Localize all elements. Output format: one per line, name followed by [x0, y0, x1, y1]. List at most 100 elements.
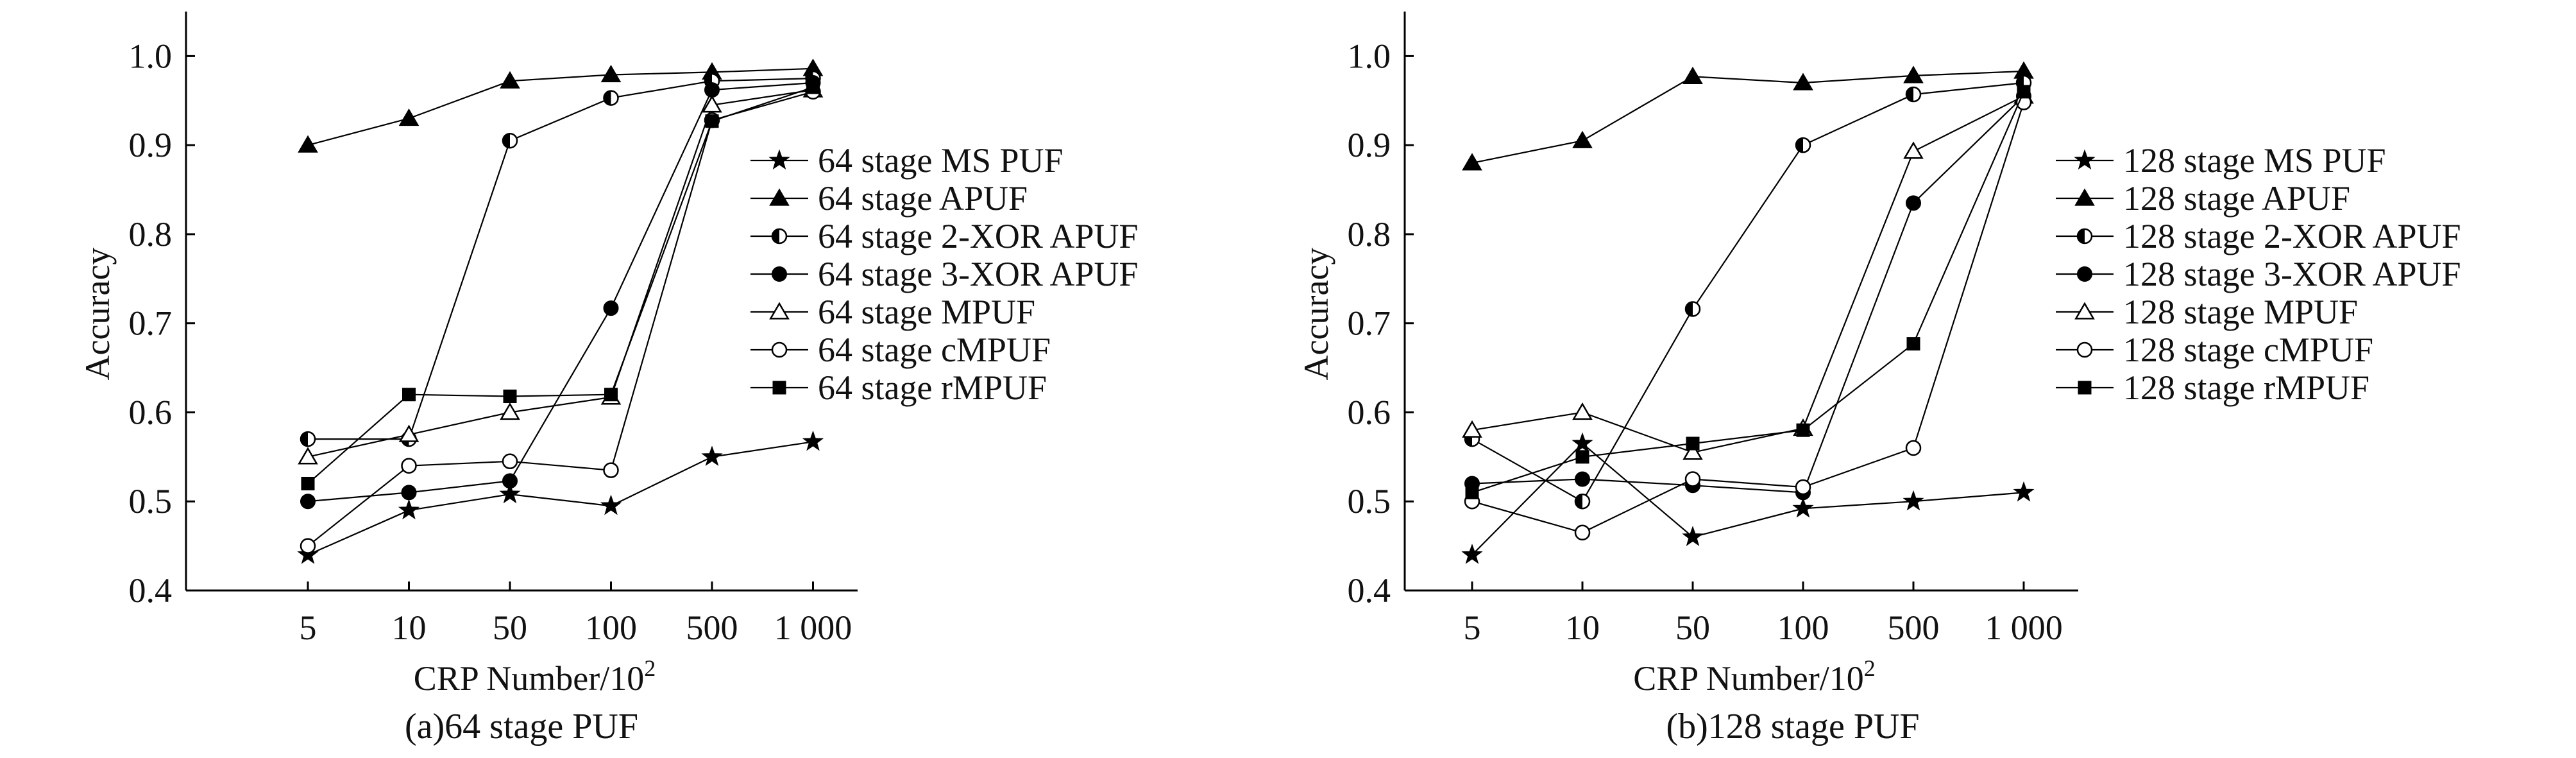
legend-item: 128 stage MS PUF — [2056, 141, 2386, 180]
legend-marker — [2076, 341, 2093, 358]
chart-panel-2: 0.4 0.5 0.6 0.7 0.8 0.9 1.0 5 10 50 100 500 1 000 CRP… — [1297, 12, 2461, 746]
data-point — [499, 483, 521, 504]
x-tick-label: 5 — [300, 608, 317, 647]
data-point — [600, 65, 622, 83]
data-point — [502, 473, 518, 489]
panel-caption: (a)64 stage PUF — [405, 707, 638, 746]
series-2 — [1462, 61, 2034, 171]
legend-marker — [2074, 302, 2095, 320]
data-point — [1792, 497, 1814, 518]
y-tick-label: 1.0 — [1348, 37, 1391, 75]
legend-item: 64 stage MPUF — [750, 293, 1035, 331]
y-tick-label: 0.9 — [129, 126, 173, 164]
series-line — [307, 89, 813, 458]
legend-label: 64 stage APUF — [818, 179, 1028, 218]
data-point — [1465, 485, 1479, 499]
series-4 — [300, 75, 821, 510]
data-point — [1572, 402, 1593, 420]
data-point — [1682, 526, 1704, 546]
y-tick-label: 1.0 — [129, 37, 173, 75]
x-tick-label: 100 — [585, 608, 637, 647]
legend-label: 64 stage 2-XOR APUF — [818, 217, 1139, 255]
data-point — [1793, 73, 1813, 90]
legend-marker — [772, 381, 786, 395]
chart-panel-1: 0.4 0.5 0.6 0.7 0.8 0.9 1.0 5 10 50 100 500 1 000 CRP… — [78, 12, 1139, 746]
data-point — [398, 499, 420, 520]
x-tick-label: 10 — [392, 608, 427, 647]
y-axis-title: Accuracy — [1297, 248, 1335, 381]
data-point — [2017, 85, 2031, 99]
x-tick-label: 50 — [493, 608, 527, 647]
series-3 — [1464, 74, 2032, 510]
x-axis-title-superscript: 2 — [644, 655, 656, 681]
data-point — [1796, 423, 1810, 437]
data-point — [298, 447, 318, 465]
data-point — [298, 135, 318, 153]
series-6 — [1464, 94, 2032, 541]
y-tick-label: 0.7 — [1348, 304, 1391, 343]
data-point — [300, 431, 316, 447]
legend-label: 128 stage cMPUF — [2123, 331, 2373, 369]
legend-marker — [769, 188, 790, 206]
x-tick-label: 5 — [1464, 608, 1481, 647]
series-line — [1471, 82, 2024, 503]
data-point — [398, 108, 419, 126]
series-line — [1471, 91, 2025, 494]
legend-marker — [2076, 228, 2093, 245]
data-point — [1906, 337, 1920, 351]
legend-label: 128 stage 2-XOR APUF — [2123, 217, 2461, 255]
data-point — [1574, 524, 1591, 541]
x-tick-label: 1 000 — [1985, 608, 2063, 647]
data-point — [600, 494, 622, 515]
legend-marker — [2078, 381, 2092, 395]
data-point — [502, 453, 518, 470]
series-line — [307, 441, 813, 556]
series-line — [307, 67, 813, 146]
legend-marker — [771, 341, 788, 358]
data-point — [1684, 471, 1701, 487]
data-point — [398, 424, 419, 442]
data-point — [705, 114, 719, 128]
data-point — [300, 538, 316, 554]
legend-item: 64 stage rMPUF — [750, 368, 1047, 407]
legend-marker — [2074, 149, 2096, 170]
series-line — [308, 78, 813, 440]
x-axis-title-superscript: 2 — [1864, 655, 1876, 681]
y-tick-label: 0.8 — [1348, 215, 1391, 254]
data-point — [1682, 442, 1703, 460]
legend-label: 128 stage rMPUF — [2123, 368, 2369, 407]
data-point — [806, 80, 820, 94]
y-tick-label: 0.6 — [129, 393, 173, 431]
legend-label: 64 stage MS PUF — [818, 141, 1063, 180]
data-point — [701, 445, 723, 466]
data-point — [1902, 490, 1924, 511]
legend-item: 64 stage 3-XOR APUF — [750, 255, 1139, 293]
x-tick-label: 500 — [686, 608, 738, 647]
data-point — [704, 82, 720, 98]
x-tick-label: 500 — [1888, 608, 1940, 647]
series-line — [1471, 70, 2024, 164]
y-tick-label: 0.8 — [129, 215, 173, 254]
legend-item: 128 stage MPUF — [2056, 293, 2358, 331]
series-line — [1471, 442, 2024, 556]
x-axis-title-text: CRP Number/10 — [1633, 659, 1864, 698]
series-1 — [297, 430, 824, 564]
y-tick-label: 0.7 — [129, 304, 173, 343]
series-line — [307, 82, 813, 503]
x-axis-title: CRP Number/102 — [1633, 655, 1876, 698]
x-axis-title: CRP Number/102 — [414, 655, 656, 698]
legend-item: 128 stage 2-XOR APUF — [2056, 217, 2461, 255]
data-point — [1686, 436, 1700, 451]
series-4 — [1464, 88, 2031, 501]
data-point — [603, 462, 619, 478]
legend-label: 128 stage MPUF — [2123, 293, 2358, 331]
series-5 — [298, 80, 824, 465]
legend-label: 64 stage MPUF — [818, 293, 1035, 331]
data-point — [1574, 493, 1591, 510]
series-6 — [300, 83, 821, 554]
data-point — [603, 300, 619, 316]
legend-label: 64 stage 3-XOR APUF — [818, 255, 1139, 293]
series-7 — [301, 80, 820, 490]
legend-item: 64 stage MS PUF — [750, 141, 1063, 180]
